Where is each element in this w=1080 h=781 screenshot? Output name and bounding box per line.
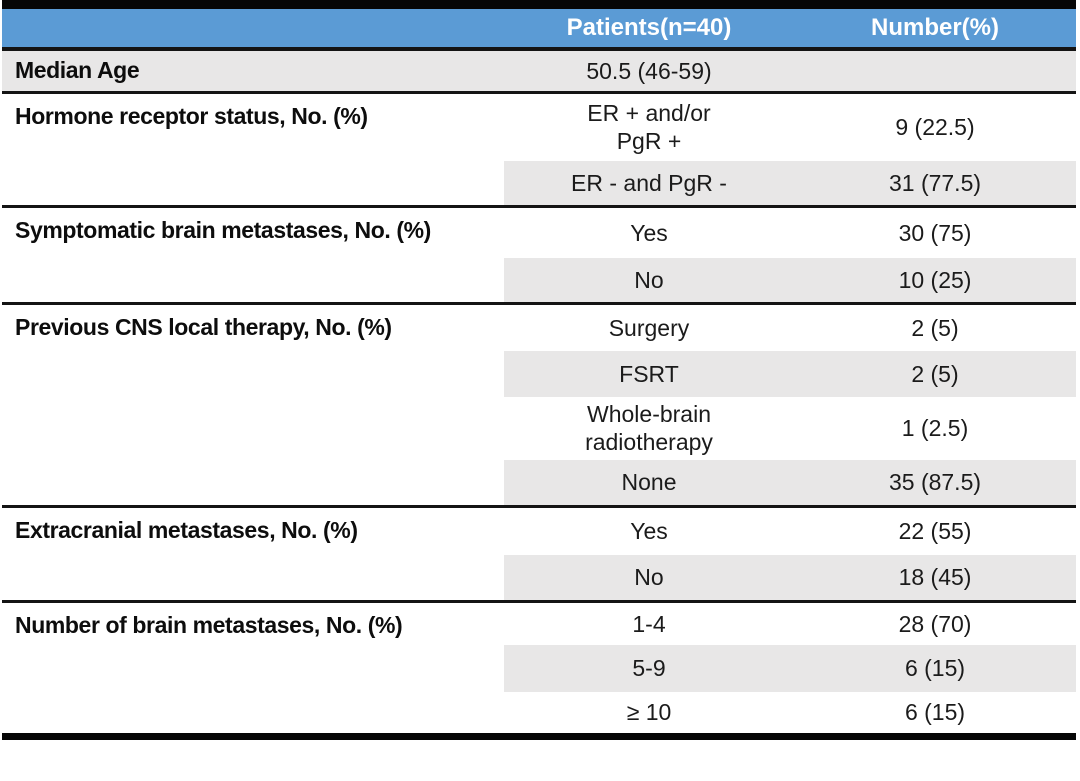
patients-value-line: PgR + (616, 128, 682, 155)
group-label: Median Age (2, 48, 504, 93)
patients-value-line: ER + and/or (587, 100, 711, 127)
column-header-patients: Patients(n=40) (504, 4, 794, 49)
number-value-cell (794, 48, 1076, 93)
patient-characteristics-table: Patients(n=40) Number(%) Median Age 50.5… (2, 0, 1076, 740)
group-symptomatic-brain-metastases: Symptomatic brain metastases, No. (%) Ye… (2, 206, 1076, 304)
patients-value-cell: ≥ 10 (626, 699, 672, 726)
patients-value-cell: ER - and PgR - (504, 160, 794, 207)
patients-value-line: Whole-brain (587, 401, 711, 427)
table-row: 5-9 6 (15) (2, 644, 1076, 692)
table-row: Hormone receptor status, No. (%) ER + an… (2, 93, 1076, 161)
table-row: ER - and PgR - 31 (77.5) (2, 160, 1076, 207)
patients-value-cell: Surgery (608, 314, 690, 341)
number-value-cell: 1 (2.5) (901, 415, 969, 441)
patients-value-cell: No (504, 257, 794, 304)
group-label: Symptomatic brain metastases, No. (%) (15, 217, 431, 243)
table-row: Median Age 50.5 (46-59) (2, 48, 1076, 93)
number-value-cell: 2 (5) (794, 350, 1076, 397)
table-row: No 10 (25) (2, 257, 1076, 304)
patients-value-cell: Yes (630, 219, 668, 246)
patients-value-cell: None (504, 459, 794, 507)
patients-value-cell: FSRT (504, 350, 794, 397)
table-row: Previous CNS local therapy, No. (%) Surg… (2, 304, 1076, 351)
table-row: Symptomatic brain metastases, No. (%) Ye… (2, 207, 1076, 258)
group-previous-cns-local-therapy: Previous CNS local therapy, No. (%) Surg… (2, 303, 1076, 507)
column-header-number: Number(%) (794, 4, 1076, 49)
number-value-cell: 30 (75) (898, 219, 972, 246)
group-label: Number of brain metastases, No. (%) (15, 612, 403, 638)
group-hormone-receptor-status: Hormone receptor status, No. (%) ER + an… (2, 92, 1076, 207)
patients-value-cell: 5-9 (504, 644, 794, 692)
patients-value-cell: 50.5 (46-59) (504, 48, 794, 93)
number-value-cell: 28 (70) (898, 610, 972, 637)
number-value-cell: 35 (87.5) (794, 459, 1076, 507)
column-header-empty (2, 4, 504, 49)
group-label: Extracranial metastases, No. (%) (15, 517, 358, 543)
group-label: Previous CNS local therapy, No. (%) (15, 314, 392, 340)
table-row: Whole-brain radiotherapy 1 (2.5) (2, 397, 1076, 460)
patients-value-cell: 1-4 (632, 610, 666, 637)
patients-value-cell: Yes (630, 518, 668, 545)
patients-value-line: radiotherapy (585, 429, 713, 455)
number-value-cell: 6 (15) (904, 699, 966, 726)
header-row: Patients(n=40) Number(%) (2, 4, 1076, 49)
table-row: No 18 (45) (2, 554, 1076, 602)
patients-value-cell: Whole-brain radiotherapy (504, 397, 794, 460)
table-row: Number of brain metastases, No. (%) 1-4 … (2, 602, 1076, 645)
group-median-age: Median Age 50.5 (46-59) (2, 48, 1076, 93)
table-row: ≥ 10 6 (15) (2, 692, 1076, 737)
table-row: Extracranial metastases, No. (%) Yes 22 … (2, 507, 1076, 555)
table-row: FSRT 2 (5) (2, 350, 1076, 397)
number-value-cell: 6 (15) (794, 644, 1076, 692)
table-header: Patients(n=40) Number(%) (2, 4, 1076, 49)
group-number-of-brain-metastases: Number of brain metastases, No. (%) 1-4 … (2, 601, 1076, 737)
number-value-cell: 10 (25) (794, 257, 1076, 304)
number-value-cell: 22 (55) (898, 518, 972, 545)
patients-value-cell: ER + and/or PgR + (504, 93, 794, 161)
number-value-cell: 31 (77.5) (794, 160, 1076, 207)
patients-value-cell: No (504, 554, 794, 602)
number-value-cell: 2 (5) (911, 314, 959, 341)
number-value-cell: 18 (45) (794, 554, 1076, 602)
table-row: None 35 (87.5) (2, 459, 1076, 507)
group-label: Hormone receptor status, No. (%) (15, 103, 368, 129)
number-value-cell: 9 (22.5) (895, 114, 975, 141)
group-extracranial-metastases: Extracranial metastases, No. (%) Yes 22 … (2, 506, 1076, 602)
